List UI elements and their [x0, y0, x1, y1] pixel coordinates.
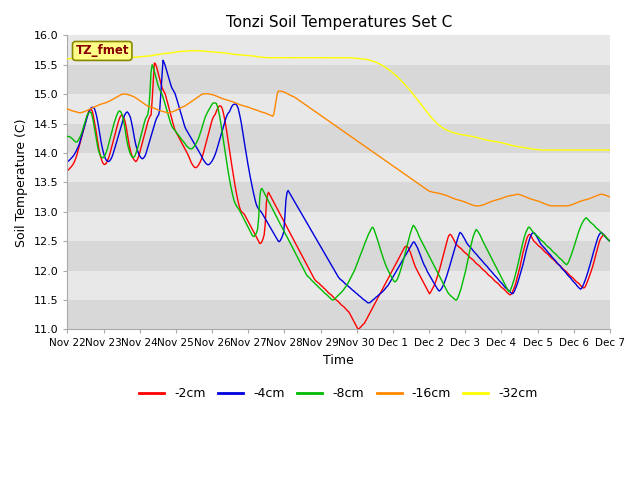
Bar [67, 300, 610, 329]
Title: Tonzi Soil Temperatures Set C: Tonzi Soil Temperatures Set C [225, 15, 452, 30]
Bar [67, 212, 610, 241]
Bar [67, 94, 610, 123]
Bar [67, 271, 610, 300]
Bar [67, 123, 610, 153]
Bar [67, 241, 610, 271]
Y-axis label: Soil Temperature (C): Soil Temperature (C) [15, 118, 28, 247]
X-axis label: Time: Time [323, 354, 354, 367]
Bar [67, 182, 610, 212]
Bar [67, 36, 610, 65]
Bar [67, 153, 610, 182]
Legend: -2cm, -4cm, -8cm, -16cm, -32cm: -2cm, -4cm, -8cm, -16cm, -32cm [134, 383, 543, 406]
Bar [67, 65, 610, 94]
Text: TZ_fmet: TZ_fmet [76, 45, 129, 58]
